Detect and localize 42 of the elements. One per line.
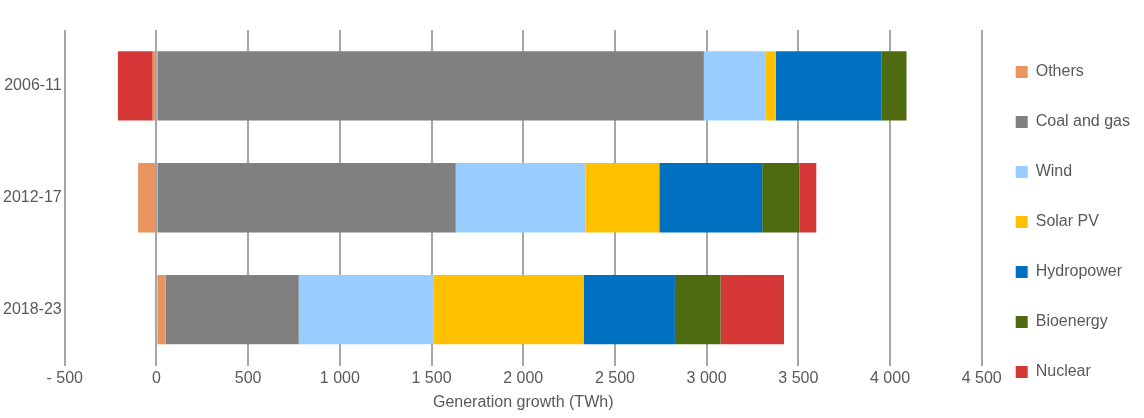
bar (775, 51, 882, 121)
x-tick-label: 4 500 (961, 368, 1002, 386)
bar (157, 163, 456, 233)
x-tick-label: 2 500 (594, 368, 636, 386)
legend-label: Hydropower (1035, 262, 1123, 280)
y-tick-label: 2012-17 (3, 188, 62, 206)
bar (583, 274, 675, 345)
x-tick-label: 4 000 (869, 368, 911, 386)
bar (298, 274, 434, 345)
bar (765, 51, 776, 121)
bar (703, 51, 766, 121)
bar (674, 274, 721, 345)
x-tick-label: 3 500 (778, 368, 819, 386)
x-tick-label: 0 (151, 368, 161, 386)
legend-label: Others (1035, 62, 1084, 80)
y-tick-label: 2006-11 (4, 76, 62, 94)
x-tick-label: 1 000 (319, 368, 360, 386)
x-tick-label: 3 000 (686, 368, 727, 386)
x-tick-label: 1 500 (411, 368, 452, 386)
legend-label: Nuclear (1035, 362, 1092, 380)
x-tick-label: 500 (234, 368, 262, 386)
bar (720, 274, 785, 345)
bar (659, 163, 763, 233)
legend-label: Bioenergy (1035, 312, 1108, 330)
legend-label: Solar PV (1035, 212, 1100, 230)
legend-label: Coal and gas (1035, 112, 1131, 130)
bar (165, 274, 299, 345)
bar (138, 163, 156, 233)
bar (762, 163, 800, 233)
x-tick-label: - 500 (46, 368, 84, 386)
x-axis-title: Generation growth (TWh) (432, 392, 614, 410)
bar (799, 163, 817, 233)
bar (157, 274, 166, 345)
bar (433, 274, 584, 345)
bar (881, 51, 907, 121)
bar (585, 163, 660, 233)
x-tick-label: 2 000 (503, 368, 544, 386)
bar (455, 163, 586, 233)
bar (117, 51, 153, 121)
y-tick-label: 2018-23 (3, 300, 62, 318)
bar (157, 51, 704, 121)
legend-label: Wind (1035, 162, 1073, 180)
